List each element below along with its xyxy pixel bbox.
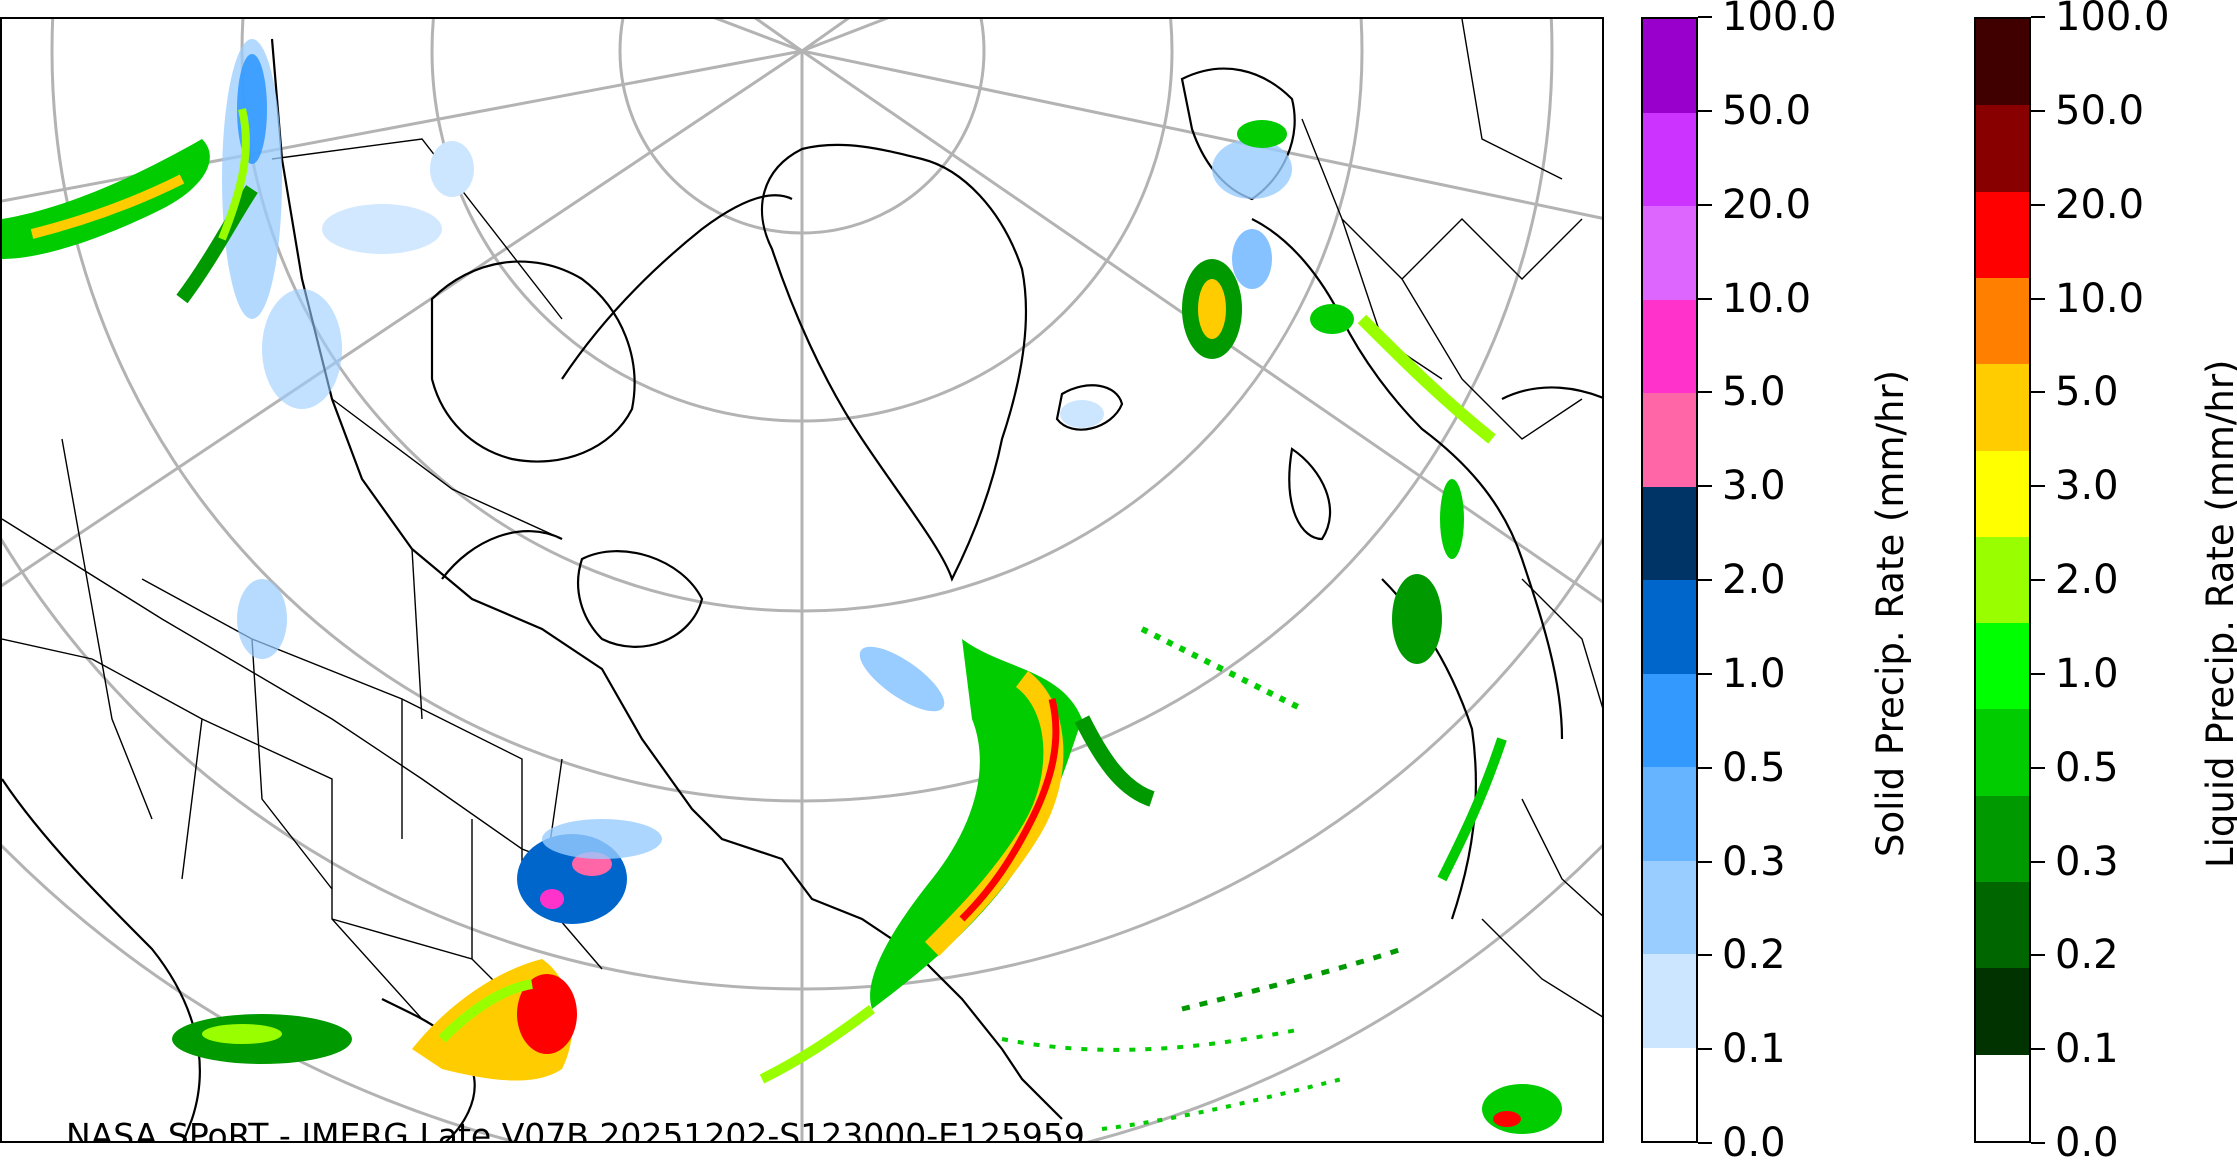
- colorbar-segment: [1643, 1047, 1696, 1141]
- liquid-precip-areas: [2, 108, 1562, 1134]
- tick-label: 10.0: [2055, 275, 2145, 322]
- colorbar-segment: [1976, 191, 2029, 278]
- colorbar-segment: [1976, 1054, 2029, 1141]
- tick-mark: [2031, 860, 2045, 863]
- colorbar-segment: [1643, 673, 1696, 767]
- political-borders: [2, 19, 1602, 1020]
- colorbar-segment: [1976, 882, 2029, 969]
- liquid-precip-colorbar: [1974, 17, 2031, 1143]
- tick-label: 2.0: [2055, 557, 2119, 603]
- tick-mark: [1698, 16, 1712, 18]
- tick-mark: [1698, 672, 1712, 675]
- tick-mark: [1698, 391, 1712, 394]
- colorbar-segment: [1643, 580, 1696, 674]
- tick-label: 20.0: [2055, 181, 2145, 228]
- solid-precip-colorbar: [1641, 17, 1698, 1143]
- map-canvas: [2, 19, 1602, 1141]
- tick-label: 0.2: [2055, 932, 2119, 979]
- colorbar-segment: [1976, 623, 2029, 710]
- colorbar-segment: [1643, 393, 1696, 487]
- liquid-precip-colorbar-title: Liquid Precip. Rate (mm/hr): [2199, 359, 2237, 869]
- tick-mark: [2031, 109, 2045, 112]
- colorbar-segment: [1643, 767, 1696, 861]
- precipitation-map: NASA SPoRT - IMERG Late V07B 20251202-S1…: [0, 17, 1604, 1143]
- tick-label: 10.0: [1722, 275, 1812, 322]
- colorbar-segment: [1976, 968, 2029, 1055]
- tick-mark: [1698, 1048, 1712, 1051]
- tick-mark: [2031, 297, 2045, 300]
- colorbar-segment: [1976, 450, 2029, 537]
- tick-mark: [1698, 203, 1712, 206]
- tick-label: 0.1: [1722, 1026, 1786, 1073]
- colorbar-segment: [1976, 795, 2029, 883]
- colorbar-segment: [1976, 536, 2029, 624]
- tick-label: 0.1: [2055, 1026, 2119, 1073]
- tick-mark: [1698, 485, 1712, 488]
- tick-mark: [1698, 1142, 1712, 1144]
- tick-label: 5.0: [1722, 369, 1786, 416]
- colorbar-segment: [1643, 19, 1696, 113]
- colorbar-segment: [1643, 954, 1696, 1048]
- tick-label: 50.0: [2055, 87, 2145, 134]
- map-caption: NASA SPoRT - IMERG Late V07B 20251202-S1…: [66, 1116, 1085, 1143]
- colorbar-segment: [1643, 206, 1696, 300]
- tick-label: 0.5: [1722, 744, 1786, 791]
- colorbar-segment: [1976, 18, 2029, 106]
- tick-label: 0.3: [1722, 838, 1786, 885]
- tick-label: 1.0: [2055, 650, 2119, 697]
- tick-mark: [2031, 1048, 2045, 1051]
- solid-precip-colorbar-title: Solid Precip. Rate (mm/hr): [1869, 369, 1912, 857]
- tick-mark: [2031, 954, 2045, 957]
- tick-mark: [1698, 109, 1712, 112]
- tick-label: 2.0: [1722, 557, 1786, 603]
- tick-label: 20.0: [1722, 181, 1812, 228]
- tick-mark: [1698, 860, 1712, 863]
- tick-label: 0.3: [2055, 838, 2119, 885]
- tick-label: 100.0: [2055, 0, 2170, 40]
- coastlines: [2, 38, 1602, 1141]
- tick-mark: [1698, 297, 1712, 300]
- tick-label: 0.0: [1722, 1120, 1786, 1166]
- colorbar-segment: [1643, 486, 1696, 580]
- tick-mark: [1698, 954, 1712, 957]
- colorbar-segment: [1643, 860, 1696, 954]
- tick-label: 50.0: [1722, 87, 1812, 134]
- tick-mark: [2031, 391, 2045, 394]
- tick-label: 0.0: [2055, 1120, 2119, 1166]
- tick-mark: [2031, 1142, 2045, 1144]
- tick-label: 3.0: [2055, 463, 2119, 510]
- tick-mark: [1698, 766, 1712, 769]
- colorbar-segment: [1976, 105, 2029, 192]
- tick-label: 0.5: [2055, 744, 2119, 791]
- colorbar-segment: [1643, 299, 1696, 393]
- tick-mark: [2031, 485, 2045, 488]
- colorbar-segment: [1976, 277, 2029, 365]
- tick-label: 100.0: [1722, 0, 1837, 40]
- tick-label: 3.0: [1722, 463, 1786, 510]
- tick-mark: [2031, 579, 2045, 581]
- tick-label: 0.2: [1722, 932, 1786, 979]
- tick-mark: [2031, 766, 2045, 769]
- tick-mark: [2031, 672, 2045, 675]
- tick-label: 5.0: [2055, 369, 2119, 416]
- colorbar-segment: [1976, 364, 2029, 451]
- tick-label: 1.0: [1722, 650, 1786, 697]
- tick-mark: [2031, 203, 2045, 206]
- colorbar-segment: [1976, 709, 2029, 796]
- solid-precip-areas: [222, 39, 1292, 924]
- colorbar-segment: [1643, 112, 1696, 206]
- tick-mark: [2031, 16, 2045, 18]
- tick-mark: [1698, 579, 1712, 581]
